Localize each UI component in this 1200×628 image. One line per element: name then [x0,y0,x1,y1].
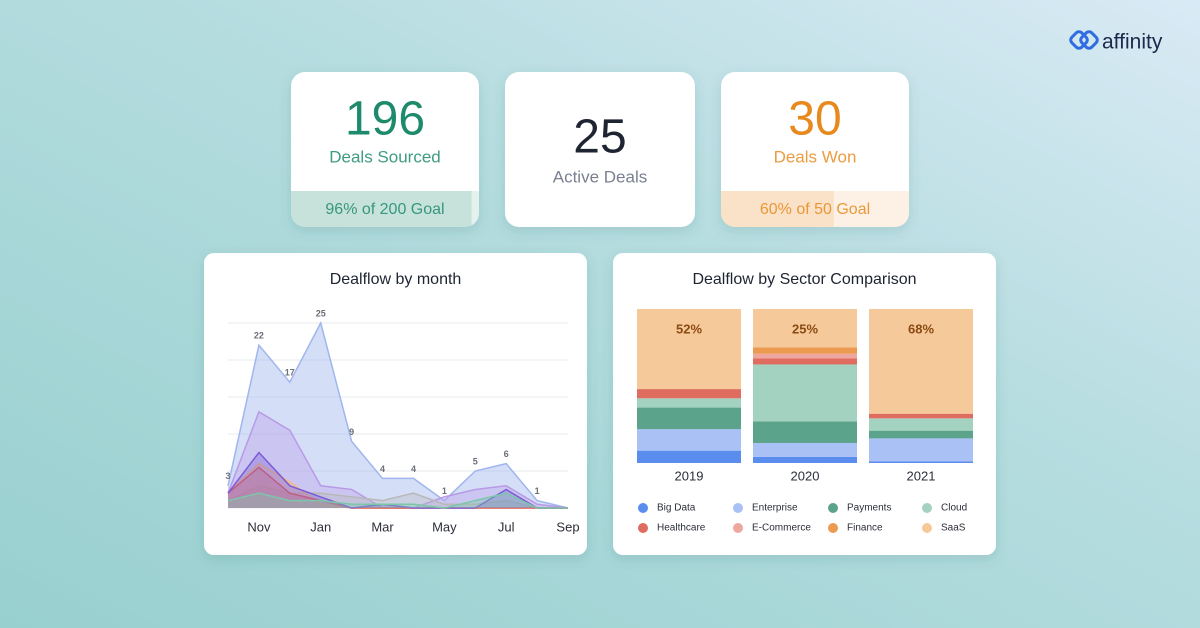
kpi-value: 25 [573,111,626,164]
area-line [227,451,568,509]
bar-segment [637,450,741,463]
kpi-value: 30 [788,93,841,146]
bar-segment [869,438,973,462]
x-tick-label: Jan [310,519,331,534]
legend-swatch [828,523,838,533]
data-label: 25 [316,308,326,318]
goal-label: 60% of 50 Goal [760,201,870,218]
data-label: 25% [792,321,818,336]
area-fill [228,463,568,508]
legend-label: Finance [847,523,883,534]
data-label: 3 [225,471,230,481]
kpi-card: 25 Active Deals [505,72,695,227]
bar-segment [753,442,857,457]
x-tick-label: Nov [247,519,271,534]
legend-label: Enterprise [752,503,798,514]
area-line [227,492,568,509]
kpi-label: Deals Won [774,147,857,166]
goal-bar [291,191,472,227]
goal-track [721,191,909,227]
bar-segment [753,456,857,463]
data-label: 5 [473,456,478,466]
card [721,72,909,227]
data-label: 52% [676,321,702,336]
bar-segment [869,430,973,439]
logo-icon [1069,30,1099,50]
brand: affinity [1102,31,1163,54]
goal-strip [291,191,479,227]
x-tick-label: Mar [371,519,394,534]
kpi-label: Deals Sourced [329,147,441,166]
bar-segment [753,353,857,359]
area-fill [228,485,568,508]
kpi-label: Active Deals [553,167,647,186]
data-label: 4 [380,464,385,474]
legend-swatch [638,523,648,533]
bar-segment [637,429,741,451]
legend-label: Cloud [941,503,967,514]
data-label: 1 [442,486,447,496]
legend-label: Payments [847,503,891,514]
area-fill [228,323,568,508]
data-label: 68% [908,321,934,336]
data-label: 4 [411,464,416,474]
data-label: 22 [254,331,264,341]
data-label: 17 [285,368,295,378]
bar-segment [753,364,857,422]
bar-segment [637,398,741,408]
card [291,72,479,227]
goal-strip [721,191,909,227]
kpi-value: 196 [345,93,425,146]
legend-label: E-Commerce [752,523,811,534]
legend-swatch [922,503,932,513]
card [505,72,695,227]
bar-segment [753,358,857,365]
bar-segment [869,461,973,463]
area-fill [228,467,568,508]
bar-segment [753,309,857,348]
area-fill [228,411,568,508]
bar-segment [869,309,973,414]
legend-swatch [733,503,743,513]
bar-segment [869,413,973,419]
area-line [227,466,568,509]
legend-swatch [828,503,838,513]
bar-segment [753,421,857,443]
goal-track [291,191,479,227]
legend-swatch [638,503,648,513]
area-line [227,485,568,509]
bar-segment [637,389,741,399]
x-tick-label: May [432,519,457,534]
chart-title: Dealflow by month [330,271,462,288]
goal-label: 96% of 200 Goal [325,201,444,218]
legend-swatch [922,523,932,533]
x-tick-label: Jul [498,519,515,534]
chart-title: Dealflow by Sector Comparison [692,271,916,288]
area-line [227,320,569,509]
legend-label: SaaS [941,523,966,534]
goal-bar [721,191,834,227]
x-tick-label: Sep [556,519,579,534]
x-tick-label: 2020 [791,468,820,483]
bar-segment [753,347,857,354]
data-label: 1 [535,486,540,496]
area-fill [228,493,568,508]
chart-card [204,253,587,555]
x-tick-label: 2021 [907,468,936,483]
bar-segment [637,407,741,430]
legend-label: Big Data [657,503,696,514]
data-label: 6 [504,449,509,459]
bar-segment [869,418,973,431]
legend-label: Healthcare [657,523,706,534]
x-tick-label: 2019 [675,468,704,483]
data-label: 9 [349,427,354,437]
legend-swatch [733,523,743,533]
bar-segment [637,309,741,390]
